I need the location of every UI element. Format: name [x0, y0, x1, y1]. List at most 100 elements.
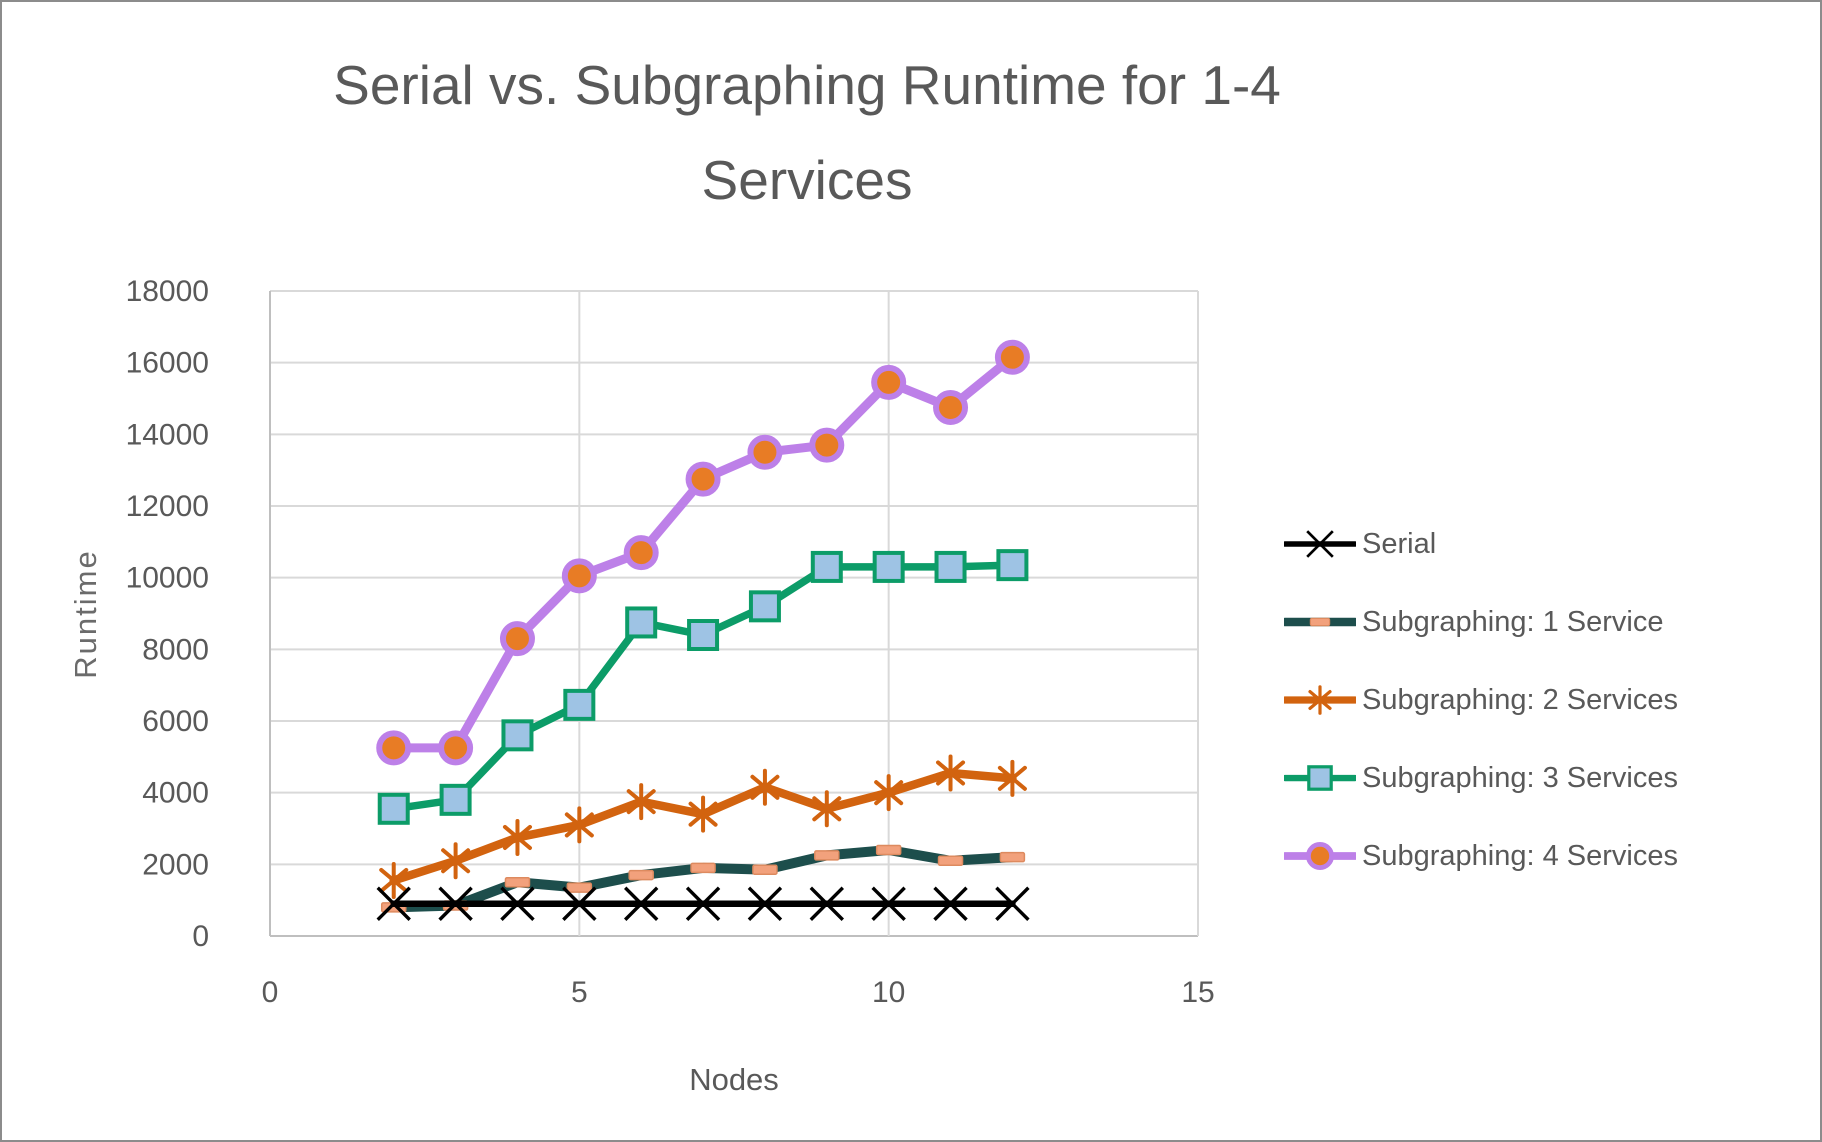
data-point-x: [809, 886, 845, 921]
legend-marker-icon: [1284, 765, 1356, 791]
legend-item-subgraphing-4-services: Subgraphing: 4 Services: [1284, 838, 1678, 874]
data-point-asterisk: [502, 818, 532, 856]
data-point-circle: [809, 427, 845, 463]
y-tick-10000: 10000: [126, 562, 209, 595]
series-line: [388, 845, 1018, 913]
series-subgraphing-4-services: [376, 339, 1030, 766]
data-point-square: [501, 719, 534, 752]
data-point-square: [439, 783, 472, 816]
legend-marker-icon: [1284, 841, 1356, 871]
data-point-circle: [623, 535, 659, 571]
data-point-circle: [871, 364, 907, 400]
legend-label: Serial: [1362, 527, 1437, 560]
y-tick-16000: 16000: [126, 347, 209, 380]
y-tick-14000: 14000: [126, 418, 209, 451]
data-point-circle: [561, 558, 597, 594]
legend-item-subgraphing-2-services: Subgraphing: 2 Services: [1284, 682, 1678, 718]
data-point-x: [1306, 530, 1334, 558]
data-point-square: [748, 590, 781, 623]
chart-title: Serial vs. Subgraphing Runtime for 1-4 S…: [232, 38, 1382, 228]
legend-label: Subgraphing: 4 Services: [1362, 839, 1678, 872]
data-point-asterisk: [750, 768, 780, 806]
data-point-asterisk: [1308, 685, 1332, 715]
data-point-dash: [814, 850, 840, 861]
data-point-circle: [994, 339, 1030, 375]
data-point-x: [500, 886, 535, 921]
data-point-asterisk: [441, 842, 471, 880]
series-subgraphing-3-services: [377, 549, 1029, 825]
data-point-dash: [999, 851, 1026, 863]
x-tick-5: 5: [571, 976, 588, 1009]
y-tick-12000: 12000: [126, 490, 209, 523]
data-point-dash: [504, 877, 531, 888]
data-point-x: [623, 886, 659, 921]
data-point-dash: [1309, 617, 1331, 627]
data-point-x: [871, 886, 906, 921]
data-point-square: [687, 619, 720, 651]
y-tick-4000: 4000: [142, 777, 209, 810]
data-point-asterisk: [626, 783, 656, 821]
y-tick-8000: 8000: [142, 633, 209, 666]
series-line: [389, 352, 1017, 753]
data-point-circle: [685, 461, 721, 497]
data-point-x: [747, 886, 783, 921]
data-point-dash: [566, 882, 593, 893]
data-point-dash: [690, 862, 716, 874]
legend-label: Subgraphing: 2 Services: [1362, 683, 1678, 716]
data-point-asterisk: [688, 795, 718, 833]
x-tick-0: 0: [262, 976, 279, 1009]
data-point-circle: [438, 730, 474, 766]
data-point-circle: [499, 621, 535, 657]
series-subgraphing-2-services: [379, 754, 1027, 899]
chart-title-line2: Services: [701, 149, 913, 212]
data-point-dash: [875, 844, 902, 856]
data-point-x: [995, 886, 1030, 921]
data-point-dash: [937, 855, 964, 866]
data-point-circle: [747, 434, 783, 470]
data-point-asterisk: [564, 806, 594, 844]
data-point-circle: [376, 730, 412, 766]
data-point-square: [563, 688, 596, 721]
data-point-square: [377, 792, 410, 825]
data-point-dash: [752, 864, 778, 875]
y-tick-2000: 2000: [142, 848, 209, 881]
legend: Serial Subgraphing: 1 Service Subgraphing:…: [1284, 526, 1678, 874]
data-point-x: [438, 886, 473, 921]
legend-marker-icon: [1284, 530, 1356, 558]
x-tick-10: 10: [872, 976, 905, 1009]
x-tick-15: 15: [1181, 976, 1214, 1009]
x-axis-title: Nodes: [689, 1062, 779, 1097]
legend-item-subgraphing-3-services: Subgraphing: 3 Services: [1284, 760, 1678, 796]
legend-marker-icon: [1284, 685, 1356, 715]
data-point-square: [996, 549, 1029, 582]
data-point-asterisk: [874, 774, 904, 812]
data-point-x: [685, 886, 721, 921]
data-point-asterisk: [812, 790, 842, 828]
data-point-square: [625, 606, 658, 639]
data-point-dash: [628, 869, 654, 881]
data-point-x: [562, 886, 597, 921]
chart-title-line1: Serial vs. Subgraphing Runtime for 1-4: [333, 54, 1281, 116]
data-point-square: [1307, 765, 1333, 791]
data-point-x: [376, 886, 411, 921]
legend-item-serial: Serial: [1284, 526, 1678, 562]
data-point-circle: [933, 389, 969, 425]
data-point-square: [934, 550, 967, 583]
data-point-asterisk: [379, 861, 409, 899]
y-tick-18000: 18000: [126, 275, 209, 308]
y-tick-0: 0: [192, 920, 209, 953]
legend-item-subgraphing-1-service: Subgraphing: 1 Service: [1284, 604, 1678, 640]
data-point-asterisk: [936, 754, 966, 792]
data-point-x: [933, 886, 968, 921]
data-point-square: [872, 550, 905, 583]
data-point-square: [810, 550, 843, 583]
series-serial: [376, 886, 1030, 921]
legend-marker-icon: [1284, 617, 1356, 627]
data-point-asterisk: [997, 759, 1027, 797]
data-point-circle: [1305, 841, 1335, 871]
legend-label: Subgraphing: 3 Services: [1362, 761, 1678, 794]
legend-label: Subgraphing: 1 Service: [1362, 605, 1664, 638]
y-tick-6000: 6000: [142, 705, 209, 738]
